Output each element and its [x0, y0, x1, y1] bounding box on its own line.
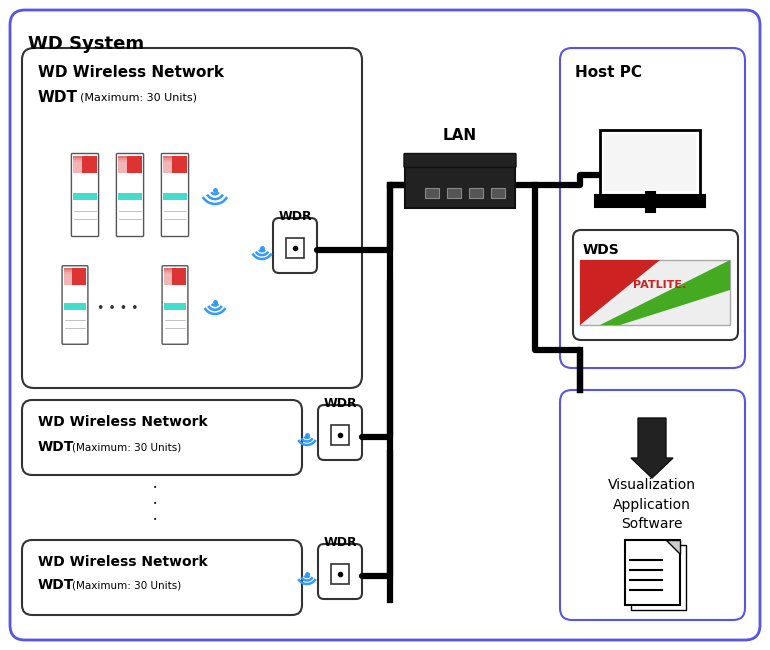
Text: LAN: LAN	[443, 127, 477, 142]
Bar	[73, 155, 82, 174]
FancyBboxPatch shape	[573, 230, 738, 340]
Bar	[405, 162, 515, 207]
Bar	[164, 268, 186, 285]
Bar	[73, 155, 96, 174]
Text: Host PC: Host PC	[575, 65, 642, 80]
Bar	[119, 155, 127, 174]
Bar	[164, 270, 172, 285]
Bar	[580, 260, 730, 325]
Bar	[163, 157, 172, 174]
Bar	[164, 274, 172, 285]
Bar	[64, 304, 86, 309]
FancyBboxPatch shape	[22, 540, 302, 615]
FancyBboxPatch shape	[595, 195, 705, 207]
Text: WDR: WDR	[323, 536, 357, 549]
FancyBboxPatch shape	[624, 540, 679, 605]
FancyArrow shape	[631, 418, 673, 478]
Bar	[119, 159, 127, 174]
FancyBboxPatch shape	[22, 48, 362, 388]
Bar	[73, 161, 82, 174]
FancyBboxPatch shape	[318, 405, 362, 460]
Bar	[163, 161, 172, 174]
Text: ·
·
·: · · ·	[152, 480, 158, 530]
Bar	[64, 270, 72, 285]
Text: WDT: WDT	[38, 578, 75, 592]
Bar	[73, 157, 82, 174]
Bar	[64, 268, 86, 285]
FancyBboxPatch shape	[273, 218, 317, 273]
Bar	[491, 188, 505, 198]
Bar	[331, 564, 349, 584]
Bar	[119, 194, 142, 200]
Bar	[73, 194, 96, 200]
Bar	[286, 238, 304, 258]
Text: WD System: WD System	[28, 35, 144, 53]
Bar	[73, 159, 82, 174]
Text: WDR: WDR	[323, 397, 357, 410]
Bar	[163, 159, 172, 174]
Polygon shape	[580, 260, 660, 325]
Text: WD Wireless Network: WD Wireless Network	[38, 415, 208, 429]
Text: (Maximum: 30 Units): (Maximum: 30 Units)	[72, 442, 181, 452]
Bar	[119, 161, 127, 174]
Bar	[64, 268, 72, 285]
Bar	[163, 155, 172, 174]
FancyBboxPatch shape	[162, 153, 189, 237]
FancyBboxPatch shape	[116, 153, 143, 237]
Bar	[163, 194, 186, 200]
FancyBboxPatch shape	[162, 266, 188, 344]
FancyBboxPatch shape	[631, 545, 685, 610]
Text: WDT: WDT	[38, 440, 75, 454]
Bar	[331, 425, 349, 445]
Text: WD Wireless Network: WD Wireless Network	[38, 65, 224, 80]
Bar	[119, 155, 142, 174]
Text: PATLITE.: PATLITE.	[634, 280, 687, 290]
FancyBboxPatch shape	[560, 390, 745, 620]
Bar	[425, 188, 439, 198]
Polygon shape	[665, 540, 679, 554]
Bar	[164, 268, 172, 285]
FancyBboxPatch shape	[318, 544, 362, 599]
Bar	[64, 274, 72, 285]
Text: WDR: WDR	[278, 210, 312, 223]
Text: • • • •: • • • •	[97, 302, 139, 315]
Text: Visualization
Application
Software: Visualization Application Software	[608, 478, 696, 531]
Bar	[164, 304, 186, 309]
FancyBboxPatch shape	[72, 153, 99, 237]
Bar	[119, 157, 127, 174]
Text: (Maximum: 30 Units): (Maximum: 30 Units)	[72, 580, 181, 590]
FancyBboxPatch shape	[22, 400, 302, 475]
Bar	[604, 134, 696, 191]
Bar	[600, 130, 700, 195]
FancyBboxPatch shape	[62, 266, 88, 344]
Polygon shape	[600, 260, 730, 325]
FancyBboxPatch shape	[404, 153, 516, 168]
Text: WDS: WDS	[583, 243, 620, 257]
Bar	[164, 272, 172, 285]
Bar	[64, 272, 72, 285]
Bar	[447, 188, 461, 198]
Text: WDT: WDT	[38, 90, 78, 105]
FancyBboxPatch shape	[10, 10, 760, 640]
Text: (Maximum: 30 Units): (Maximum: 30 Units)	[80, 92, 197, 102]
Bar	[163, 155, 186, 174]
Text: WD Wireless Network: WD Wireless Network	[38, 555, 208, 569]
Bar	[469, 188, 483, 198]
FancyBboxPatch shape	[560, 48, 745, 368]
